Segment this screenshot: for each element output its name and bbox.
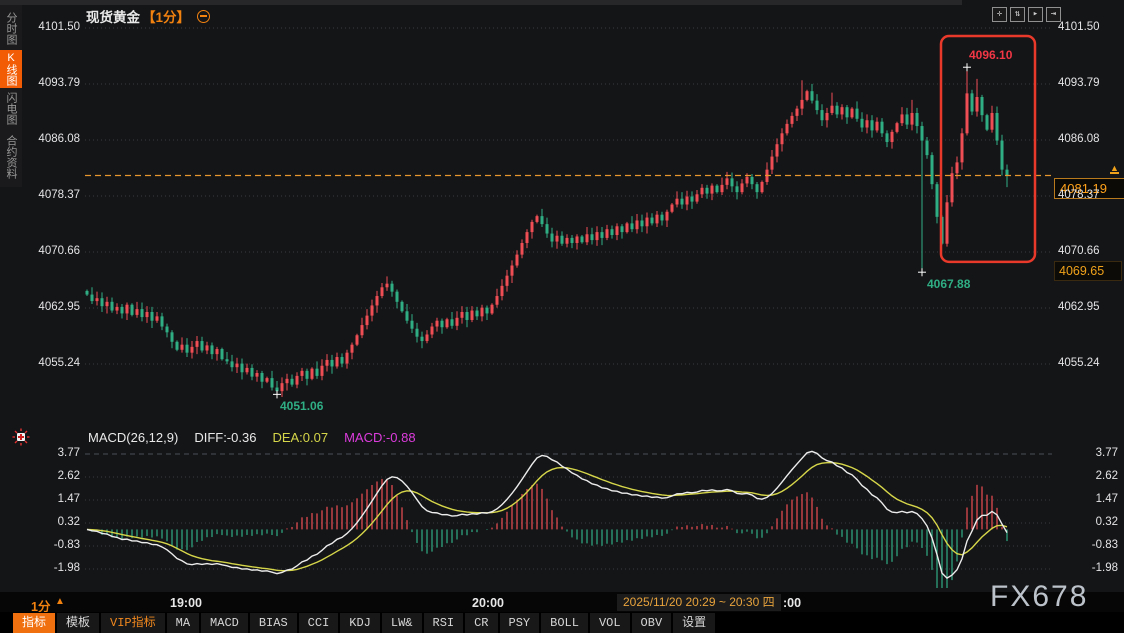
crash-low-label: 4067.88 — [927, 277, 971, 292]
macd-dea-value: DEA:0.07 — [272, 430, 329, 445]
price-tick-right: 4055.24 — [1058, 357, 1100, 369]
axis-scale-icon[interactable]: ⇅ — [1010, 7, 1025, 22]
sidebar-item-2[interactable]: K线图 — [0, 50, 22, 88]
window-top-strip — [0, 0, 962, 5]
price-tick-right: 4086.08 — [1058, 133, 1100, 145]
macd-tick-left: 1.47 — [57, 493, 80, 505]
time-axis — [0, 592, 1124, 613]
symbol-title: 现货黄金 — [86, 10, 140, 25]
price-tick-left: 4062.95 — [38, 301, 80, 313]
macd-diff-value: DIFF:-0.36 — [194, 430, 257, 445]
toolbar-button-PSY[interactable]: PSY — [499, 613, 540, 633]
price-tick-left: 4101.50 — [38, 21, 80, 33]
interval-up-triangle-icon[interactable]: ▲ — [55, 596, 65, 607]
chart-window-icons: ✛ ⇅ ▸ ⇥ — [992, 7, 1061, 22]
arrow-glyph: ▲ — [1110, 162, 1119, 173]
goto-latest-icon[interactable]: ⇥ — [1046, 7, 1061, 22]
macd-tick-right: 2.62 — [1095, 470, 1118, 482]
toolbar-button-LW&[interactable]: LW& — [381, 613, 422, 633]
sidebar-item-1[interactable]: 分时图 — [5, 11, 17, 45]
minus-circle-icon[interactable] — [197, 9, 211, 23]
price-tick-left: 4078.37 — [38, 189, 80, 201]
toolbar-button-模板[interactable]: 模板 — [57, 613, 100, 633]
period-label: 【1分】 — [142, 10, 191, 25]
scroll-to-latest-arrow-icon[interactable]: ▲ — [1110, 162, 1119, 174]
macd-tick-right: 1.47 — [1095, 493, 1118, 505]
autoscroll-icon[interactable]: ▸ — [1028, 7, 1043, 22]
macd-tick-right: 0.32 — [1095, 516, 1118, 528]
price-tick-left: 4055.24 — [38, 357, 80, 369]
toolbar-button-BOLL[interactable]: BOLL — [541, 613, 588, 633]
toolbar-button-MACD[interactable]: MACD — [201, 613, 248, 633]
macd-tick-left: 2.62 — [57, 470, 80, 482]
price-tick-right: 4093.79 — [1058, 77, 1100, 89]
toolbar-button-VIP指标[interactable]: VIP指标 — [101, 613, 165, 633]
sidebar-item-3[interactable]: 闪电图 — [5, 92, 17, 125]
price-tick-right: 4062.95 — [1058, 301, 1100, 313]
macd-tick-left: 3.77 — [57, 447, 80, 459]
session-low-label: 4051.06 — [280, 399, 324, 414]
macd-tick-right: -0.83 — [1091, 539, 1118, 551]
toolbar-button-CR[interactable]: CR — [465, 613, 498, 633]
toolbar-button-RSI[interactable]: RSI — [423, 613, 464, 633]
toolbar-button-设置[interactable]: 设置 — [673, 613, 716, 633]
marked-high-label: 4096.10 — [969, 48, 1013, 63]
price-tick-right: 4078.37 — [1058, 189, 1100, 201]
price-tick-left: 4070.66 — [38, 245, 80, 257]
macd-bar-value: MACD:-0.88 — [344, 430, 416, 445]
toolbar-button-CCI[interactable]: CCI — [298, 613, 339, 633]
toolbar-button-BIAS[interactable]: BIAS — [249, 613, 297, 633]
sidebar-item-4[interactable]: 合约资料 — [5, 134, 17, 179]
macd-tick-right: 3.77 — [1095, 447, 1118, 459]
price-tick-right: 4101.50 — [1058, 21, 1100, 33]
toolbar-button-VOL[interactable]: VOL — [589, 613, 630, 633]
interval-selector[interactable]: 1分 — [31, 600, 51, 614]
time-tick-label: 19:00 — [170, 596, 202, 610]
macd-tick-left: -0.83 — [53, 539, 80, 551]
toolbar-button-KDJ[interactable]: KDJ — [340, 613, 380, 633]
bar-time-range-tooltip: 2025/11/20 20:29 ~ 20:30 四 — [617, 594, 781, 611]
chart-header: 现货黄金 【1分】 — [86, 7, 211, 25]
macd-tick-left: 0.32 — [57, 516, 80, 528]
time-tick-label: 20:00 — [472, 596, 504, 610]
last-price-badge: 4081.19 — [1054, 177, 1124, 199]
price-tick-left: 4086.08 — [38, 133, 80, 145]
macd-tick-left: -1.98 — [53, 562, 80, 574]
macd-params-label: MACD(26,12,9) — [88, 430, 179, 445]
price-tick-left: 4093.79 — [38, 77, 80, 89]
macd-header: MACD(26,12,9) DIFF:-0.36 DEA:0.07 MACD:-… — [88, 430, 416, 445]
pan-icon[interactable]: ✛ — [992, 7, 1007, 22]
alert-flash-icon[interactable] — [12, 428, 30, 446]
toolbar-button-MA[interactable]: MA — [166, 613, 200, 633]
toolbar-button-OBV[interactable]: OBV — [631, 613, 672, 633]
time-tick-label: :00 — [783, 596, 802, 610]
watermark: FX678 — [990, 580, 1089, 613]
reference-price-badge: 4069.65 — [1054, 261, 1122, 281]
macd-tick-right: -1.98 — [1091, 562, 1118, 574]
price-tick-right: 4070.66 — [1058, 245, 1100, 257]
toolbar-button-指标[interactable]: 指标 — [13, 613, 56, 633]
indicator-buttons: 指标 模板 VIP指标 MA MACD BIAS CCI KDJ LW& RSI CR PSY BOLL… — [13, 613, 717, 633]
